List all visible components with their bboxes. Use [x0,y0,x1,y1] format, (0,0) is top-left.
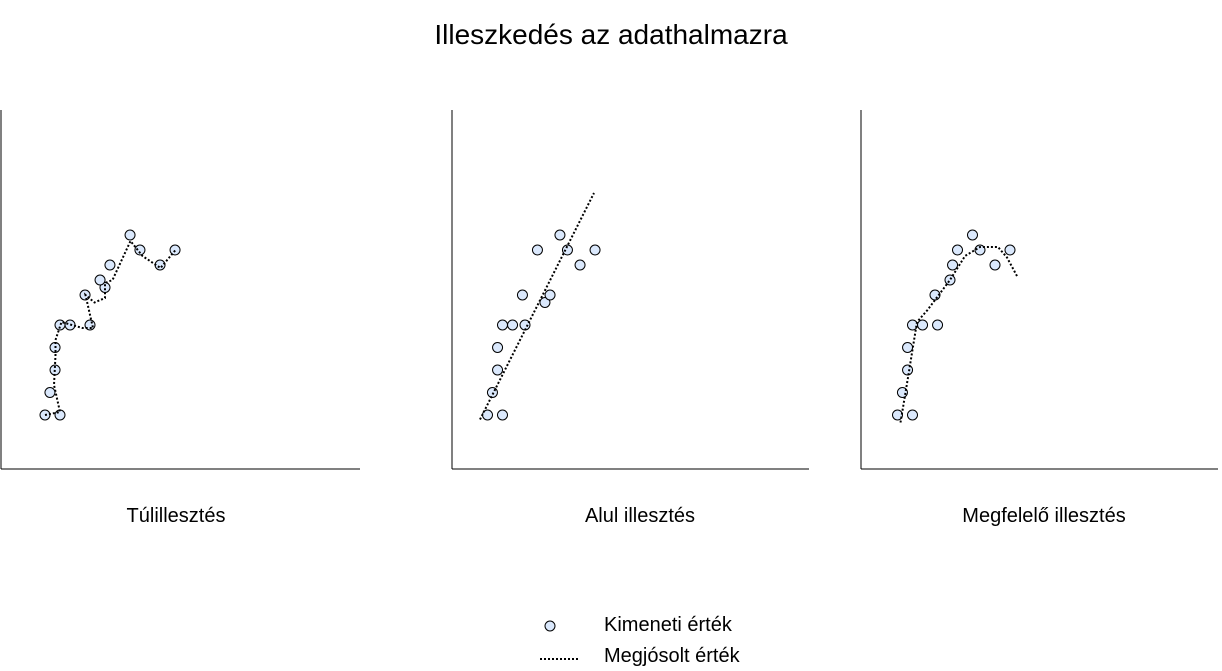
data-point [124,229,136,241]
data-point [902,364,914,376]
panel-title-underfit: Alul illesztés [584,505,696,527]
data-point [947,259,959,271]
panel-title-overfit: Túlillesztés [126,505,226,527]
data-point [486,387,498,398]
fit-line [899,246,1019,423]
data-point [169,244,181,256]
data-point [54,409,66,421]
data-point [932,319,944,331]
data-point [154,259,166,271]
data-point [574,259,586,271]
data-point [967,229,978,241]
data-point [134,244,146,256]
data-point [497,319,508,331]
panel-overfit [0,110,360,470]
data-point [1004,244,1016,256]
fit-line [44,239,177,416]
fit-line [479,192,595,420]
data-point [902,342,914,353]
legend-marker-output [544,620,556,632]
data-point [561,244,573,256]
data-point [104,259,116,271]
data-point [94,274,106,286]
data-point [492,342,504,353]
data-point [589,244,601,256]
data-point [507,319,519,331]
data-point [989,259,1001,271]
data-point [544,289,556,301]
data-point [907,409,918,421]
legend-label-predicted: Megjósolt érték [604,645,740,667]
data-point [539,297,551,308]
data-point [44,387,56,398]
data-point [952,244,963,256]
data-point [492,364,504,376]
chart-title: Illeszkedés az adathalmazra [434,19,788,50]
data-point [907,319,918,331]
panel-title-goodfit: Megfelelő illesztés [962,505,1126,527]
data-point [917,319,929,331]
data-point [554,229,566,241]
panel-goodfit [860,110,1218,470]
legend-label-output: Kimeneti érték [604,614,732,636]
data-point [974,244,986,256]
data-point [892,409,903,421]
panel-underfit [451,110,809,470]
data-point [531,244,543,256]
data-point [944,274,956,286]
data-point [497,409,508,421]
data-point [516,289,528,301]
